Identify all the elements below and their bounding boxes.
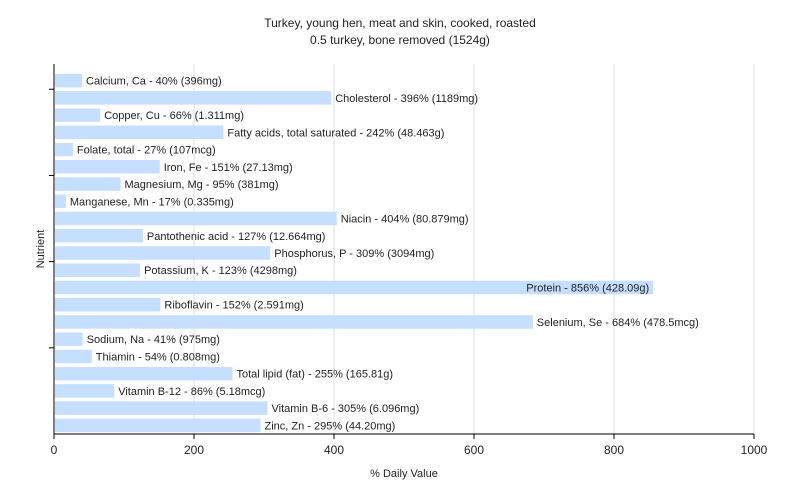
bar-label-10: Phosphorus, P - 309% (3094mg) [274, 248, 434, 260]
bar-20 [55, 418, 261, 433]
bar-7 [55, 194, 66, 209]
bar-2 [55, 108, 101, 122]
x-tick-label-1: 200 [184, 443, 204, 457]
x-tick-label-3: 600 [464, 443, 484, 457]
bar-19 [55, 401, 268, 415]
x-ticks-group: 0 200 400 600 800 1000 [51, 434, 768, 457]
bar-11 [55, 263, 141, 277]
bar-4 [55, 142, 73, 157]
bar-label-19: Vitamin B-6 - 305% (6.096mg) [272, 403, 420, 415]
bars-group [55, 73, 654, 433]
bar-6 [55, 177, 121, 191]
bar-13 [55, 297, 161, 312]
bar-label-5: Iron, Fe - 151% (27.13mg) [164, 162, 293, 174]
bar-18 [55, 384, 115, 398]
bar-12 [55, 280, 654, 295]
bar-label-17: Total lipid (fat) - 255% (165.81g) [237, 369, 394, 381]
bar-15 [55, 332, 83, 346]
bar-label-3: Fatty acids, total saturated - 242% (48.… [227, 127, 444, 139]
bar-label-16: Thiamin - 54% (0.808mg) [96, 351, 220, 363]
bar-5 [55, 160, 160, 174]
y-axis-title: Nutrient [35, 230, 47, 269]
bar-10 [55, 246, 271, 260]
bar-3 [55, 125, 224, 140]
bar-label-6: Magnesium, Mg - 95% (381mg) [125, 179, 279, 191]
bar-label-11: Potassium, K - 123% (4298mg) [144, 265, 297, 277]
bar-label-14: Selenium, Se - 684% (478.5mcg) [537, 317, 699, 329]
x-axis-title: % Daily Value [370, 468, 438, 480]
bar-label-0: Calcium, Ca - 40% (396mg) [86, 76, 222, 88]
bar-label-13: Riboflavin - 152% (2.591mg) [164, 300, 303, 312]
bar-label-8: Niacin - 404% (80.879mg) [341, 214, 469, 226]
chart-title-line-1: Turkey, young hen, meat and skin, cooked… [264, 16, 536, 30]
bar-1 [55, 91, 332, 105]
bar-label-1: Cholesterol - 396% (1189mg) [335, 93, 478, 105]
bar-17 [55, 366, 233, 381]
bar-label-4: Folate, total - 27% (107mcg) [77, 145, 216, 157]
bar-14 [55, 315, 533, 329]
bar-label-7: Manganese, Mn - 17% (0.335mg) [70, 196, 234, 208]
bar-label-20: Zinc, Zn - 295% (44.20mg) [265, 420, 396, 432]
chart-title-line-2: 0.5 turkey, bone removed (1524g) [310, 33, 490, 47]
bar-label-2: Copper, Cu - 66% (1.311mg) [104, 110, 244, 122]
bar-0 [55, 73, 82, 88]
bar-label-12: Protein - 856% (428.09g) [526, 282, 649, 294]
x-tick-label-0: 0 [51, 443, 58, 457]
bar-label-9: Pantothenic acid - 127% (12.664mg) [147, 231, 326, 243]
x-tick-label-2: 400 [324, 443, 344, 457]
bar-label-18: Vitamin B-12 - 86% (5.18mcg) [118, 386, 265, 398]
bar-9 [55, 229, 143, 243]
x-tick-label-5: 1000 [741, 443, 768, 457]
axes-group [49, 64, 754, 435]
bar-labels-group: Calcium, Ca - 40% (396mg) Cholesterol - 3… [70, 76, 699, 433]
bar-label-15: Sodium, Na - 41% (975mg) [87, 334, 220, 346]
bar-16 [55, 349, 92, 364]
x-tick-label-4: 800 [604, 443, 624, 457]
bar-8 [55, 211, 337, 226]
